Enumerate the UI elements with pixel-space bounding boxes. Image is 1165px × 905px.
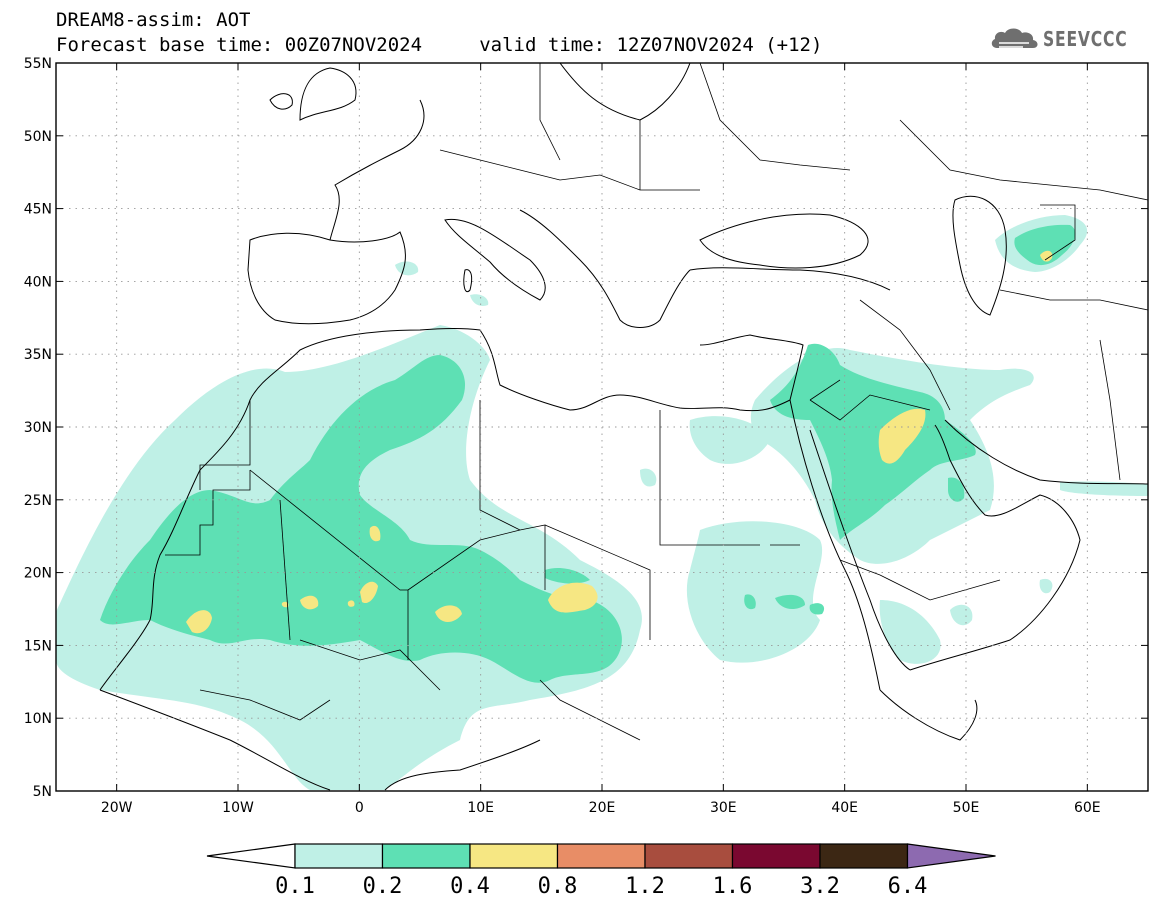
colorbar-label: 6.4 [888,874,928,899]
colorbar-segment [731,843,821,869]
aot-level-0-4 [186,250,1053,634]
lat-tick-label: 40N [24,274,52,290]
aot-field [56,215,1148,790]
colorbar-segment [819,843,909,869]
lat-tick-label: 50N [24,129,52,145]
lon-tick-label: 10E [467,800,494,816]
logo-text: SEEVCCC [1042,27,1128,51]
colorbar-label: 0.4 [450,874,490,899]
lon-tick-label: 40E [831,800,858,816]
colorbar-over-arrow [906,843,996,869]
lon-tick-label: 10W [222,800,254,816]
lat-tick-label: 10N [24,711,52,727]
colorbar-segment [294,843,384,869]
colorbar-segment [644,843,734,869]
seevccc-logo: SEEVCCC [989,22,1151,56]
forecast-times: Forecast base time: 00Z07NOV2024 valid t… [56,34,823,56]
colorbar-label: 1.2 [625,874,665,899]
colorbar-under-arrow [206,843,296,869]
grid-lines [56,63,1148,791]
axis-ticks: 20W 10W 0 10E 20E 30E 40E 50E 60E 55N 50N 45N 40N 35N… [24,56,1148,816]
lat-tick-label: 15N [24,638,52,654]
lat-tick-label: 30N [24,420,52,436]
colorbar-label: 3.2 [800,874,840,899]
coastlines [99,63,1148,791]
cloud-icon [991,28,1038,48]
colorbar: 0.1 0.2 0.4 0.8 1.2 1.6 3.2 6.4 [206,843,996,899]
colorbar-label: 0.1 [275,874,315,899]
colorbar-segment [556,843,646,869]
lat-tick-label: 5N [33,784,52,800]
colorbar-label: 0.2 [363,874,403,899]
lon-tick-label: 30E [710,800,737,816]
lat-tick-label: 55N [24,56,52,72]
country-borders [165,63,1148,741]
lon-tick-label: 50E [953,800,980,816]
colorbar-segment [469,843,559,869]
lat-tick-label: 35N [24,347,52,363]
colorbar-label: 1.6 [713,874,753,899]
lon-tick-label: 20E [589,800,616,816]
map-title: DREAM8-assim: AOT [56,9,251,31]
lat-tick-label: 20N [24,566,52,582]
lat-tick-label: 25N [24,493,52,509]
lon-tick-label: 20W [101,800,133,816]
lon-tick-label: 0 [355,800,364,816]
lat-tick-label: 45N [24,202,52,218]
colorbar-segment [381,843,471,869]
colorbar-label: 0.8 [538,874,578,899]
lon-tick-label: 60E [1074,800,1101,816]
